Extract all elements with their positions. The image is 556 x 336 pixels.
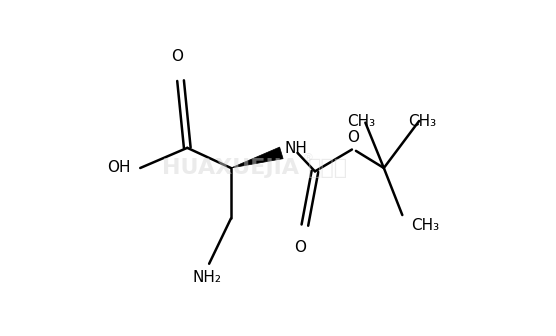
Text: CH₃: CH₃ bbox=[411, 218, 439, 233]
Text: NH₂: NH₂ bbox=[193, 270, 222, 286]
Text: O: O bbox=[171, 49, 183, 64]
Text: NH: NH bbox=[285, 141, 307, 156]
Text: 化学加: 化学加 bbox=[308, 158, 349, 178]
Text: CH₃: CH₃ bbox=[348, 114, 375, 129]
Text: OH: OH bbox=[107, 161, 131, 175]
Text: HUAXUEJIA: HUAXUEJIA bbox=[162, 158, 299, 178]
Text: CH₃: CH₃ bbox=[409, 114, 436, 129]
Text: O: O bbox=[294, 240, 306, 255]
Text: ®: ® bbox=[302, 153, 314, 163]
Polygon shape bbox=[231, 147, 283, 168]
Text: O: O bbox=[348, 130, 360, 145]
